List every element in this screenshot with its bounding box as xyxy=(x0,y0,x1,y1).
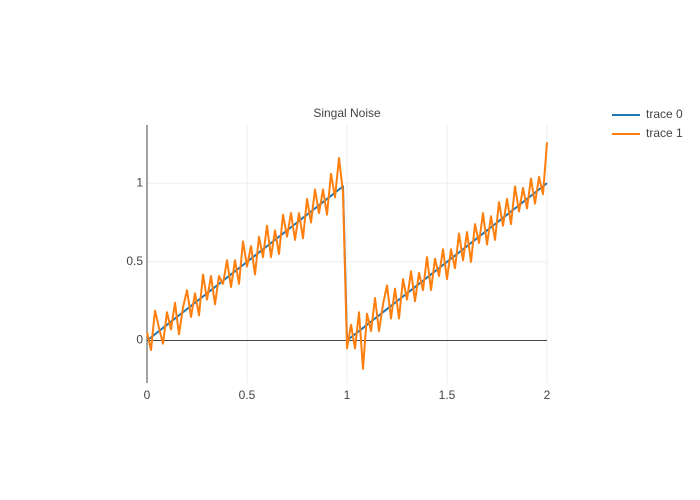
x-tick-label: 0.5 xyxy=(239,388,256,402)
x-tick-label: 1.5 xyxy=(439,388,456,402)
line xyxy=(146,142,548,370)
chart-title: Singal Noise xyxy=(313,106,381,120)
x-tick-label: 1 xyxy=(344,388,351,402)
y-tick-label: 0.5 xyxy=(126,254,143,268)
legend-label: trace 1 xyxy=(646,126,683,140)
y-tick-label: 1 xyxy=(136,175,143,189)
legend-label: trace 0 xyxy=(646,107,683,121)
x-tick-label: 0 xyxy=(144,388,151,402)
x-tick-label: 2 xyxy=(544,388,551,402)
y-tick-label: 0 xyxy=(136,333,143,347)
